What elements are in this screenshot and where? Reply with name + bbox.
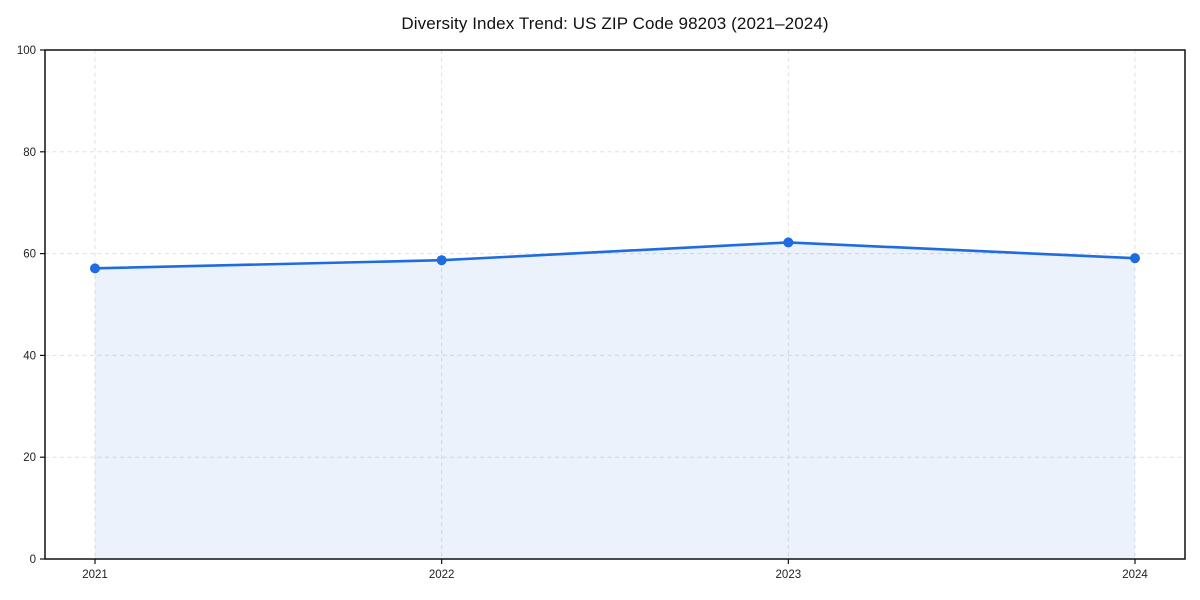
y-tick-label: 80 — [23, 147, 36, 159]
y-tick-label: 60 — [23, 249, 36, 261]
data-point — [1130, 253, 1140, 264]
x-tick-label: 2022 — [429, 569, 455, 581]
y-tick-label: 20 — [23, 452, 36, 464]
data-point — [436, 255, 447, 266]
area-fill — [95, 242, 1135, 560]
trend-line — [93, 241, 1137, 270]
data-point — [783, 237, 794, 248]
x-tick-label: 2023 — [776, 569, 802, 581]
plot-border — [44, 49, 1186, 560]
chart-title: Diversity Index Trend: US ZIP Code 98203… — [401, 14, 829, 33]
x-tick-label: 2021 — [82, 569, 108, 581]
data-point — [90, 263, 100, 274]
y-tick-label: 40 — [23, 350, 36, 362]
x-tick-label: 2024 — [1122, 569, 1148, 581]
y-tick-label: 0 — [30, 554, 36, 566]
y-tick-label: 100 — [17, 45, 36, 57]
